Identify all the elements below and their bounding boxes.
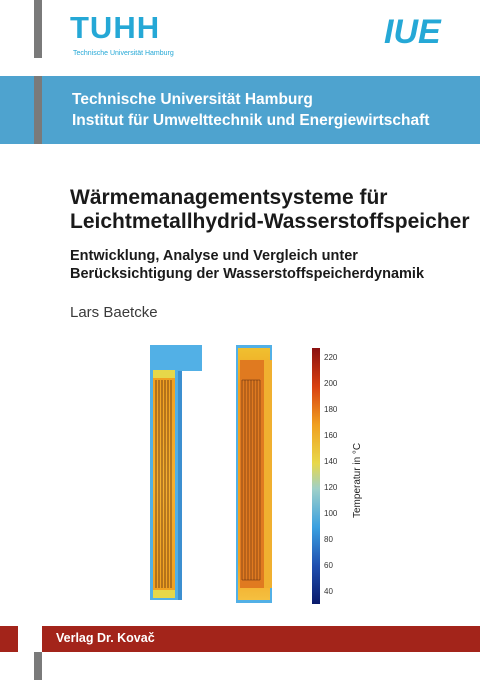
bottom-grey-accent bbox=[34, 652, 42, 680]
temperature-simulation-figure: 220 200 180 160 140 120 100 80 60 40 Tem… bbox=[150, 345, 363, 604]
university-name: Technische Universität Hamburg bbox=[72, 91, 313, 108]
institute-name: Institut für Umwelttechnik und Energiewi… bbox=[72, 112, 430, 129]
colorbar-tick: 180 bbox=[324, 405, 338, 414]
iue-logo: IUE bbox=[384, 13, 441, 51]
colorbar-tick: 120 bbox=[324, 483, 338, 492]
book-title-line1: Wärmemanagementsysteme für bbox=[70, 186, 388, 209]
colorbar-tick: 80 bbox=[324, 535, 333, 544]
tuhh-logo: TUHH Technische Universität Hamburg bbox=[70, 12, 180, 72]
left-model bbox=[150, 345, 202, 600]
colorbar-tick: 60 bbox=[324, 561, 333, 570]
colorbar-tick: 100 bbox=[324, 509, 338, 518]
book-title-line2: Leichtmetallhydrid-Wasserstoffspeicher bbox=[70, 210, 470, 233]
book-subtitle-line2: Berücksichtigung der Wasserstoffspeicher… bbox=[70, 266, 425, 282]
institution-band bbox=[0, 76, 480, 144]
right-model bbox=[236, 345, 272, 603]
publisher-name: Verlag Dr. Kovač bbox=[56, 631, 155, 645]
tuhh-logo-text: TUHH bbox=[70, 10, 161, 45]
tuhh-logo-subtitle: Technische Universität Hamburg bbox=[73, 50, 174, 57]
colorbar bbox=[312, 348, 320, 604]
colorbar-tick: 40 bbox=[324, 587, 333, 596]
colorbar-tick: 140 bbox=[324, 457, 338, 466]
band-grey-accent bbox=[34, 76, 42, 144]
colorbar-tick: 200 bbox=[324, 379, 338, 388]
colorbar-label: Temperatur in °C bbox=[352, 443, 363, 518]
colorbar-ticks: 220 200 180 160 140 120 100 80 60 40 bbox=[324, 353, 338, 596]
bottom-red-accent bbox=[0, 626, 18, 652]
publisher-band bbox=[42, 626, 480, 652]
grey-accent-bar bbox=[34, 0, 42, 58]
colorbar-tick: 220 bbox=[324, 353, 338, 362]
author-name: Lars Baetcke bbox=[70, 304, 158, 321]
colorbar-tick: 160 bbox=[324, 431, 338, 440]
book-subtitle-line1: Entwicklung, Analyse und Vergleich unter bbox=[70, 248, 358, 264]
